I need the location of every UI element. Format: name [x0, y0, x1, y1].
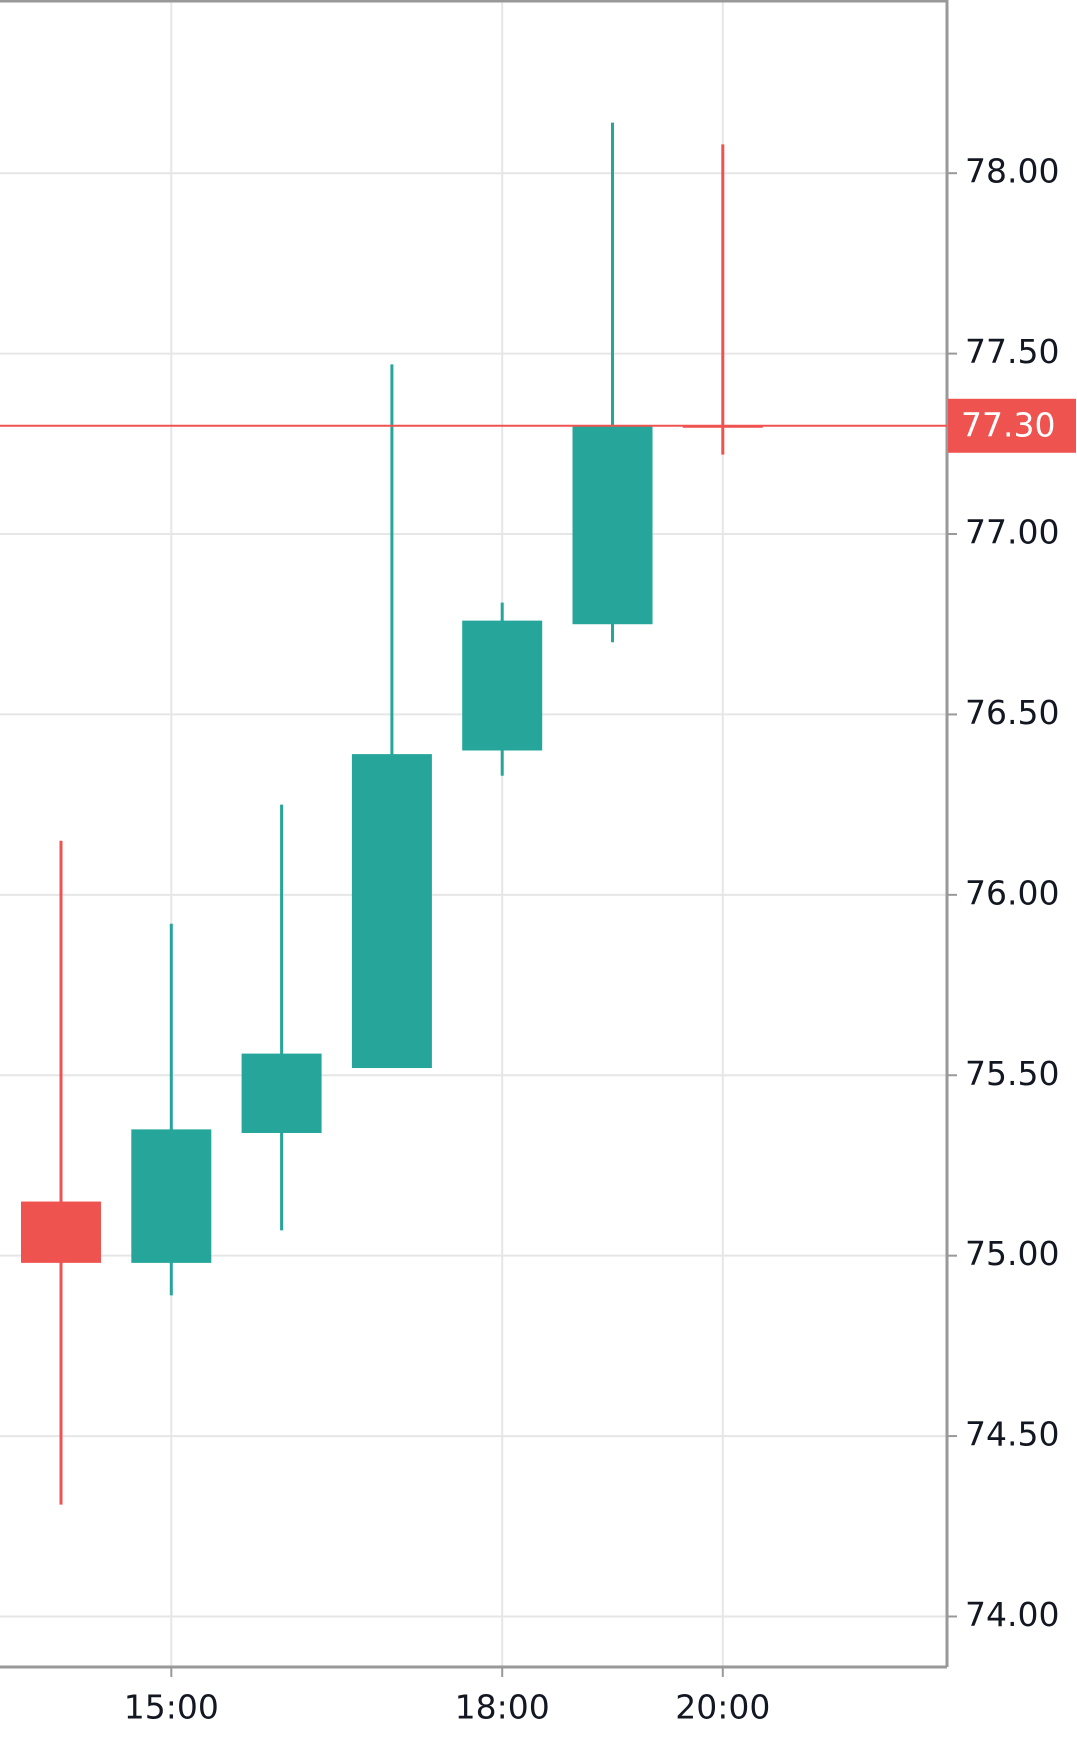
candle-body [21, 1201, 101, 1263]
x-tick-label: 15:00 [124, 1688, 219, 1727]
y-tick-label: 76.50 [965, 693, 1059, 732]
candle-body [572, 425, 653, 625]
y-tick-label: 77.50 [965, 332, 1059, 371]
y-tick-label: 77.00 [965, 513, 1059, 552]
y-tick-label: 75.00 [965, 1234, 1059, 1273]
candle-body [351, 754, 432, 1069]
x-tick-label: 20:00 [675, 1688, 770, 1727]
x-tick-label: 18:00 [455, 1688, 550, 1727]
y-tick-label: 78.00 [965, 152, 1059, 191]
y-tick-label: 74.50 [965, 1415, 1059, 1454]
y-tick-label: 74.00 [965, 1595, 1059, 1634]
price-label: 77.30 [961, 405, 1055, 444]
candle-body [241, 1053, 322, 1133]
y-tick-label: 76.00 [965, 873, 1059, 912]
price-label-bg [948, 398, 1076, 453]
candle-body [131, 1129, 212, 1263]
y-tick-label: 75.50 [965, 1054, 1059, 1093]
candle-body [462, 620, 543, 751]
